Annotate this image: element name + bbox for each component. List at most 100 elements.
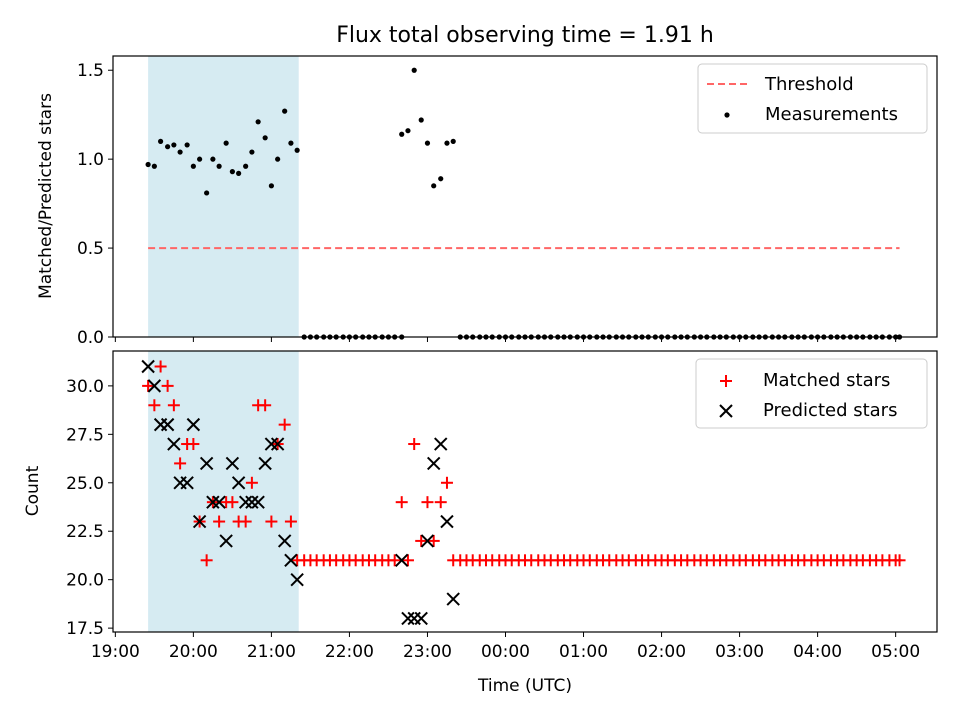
bottom-axes-frame: [112, 350, 938, 633]
measurement-point: [282, 108, 288, 114]
predicted-star-point: [395, 553, 409, 568]
bottom-x-ticks: 19:00 20:00 21:00 22:00 23:00 00:00 01:00 02:00…: [91, 632, 920, 662]
matched-star-point: [200, 554, 213, 567]
matched-star-point: [174, 457, 187, 470]
chart-title: Flux total observing time = 1.91 h: [336, 23, 714, 48]
matched-star-point: [226, 496, 239, 509]
predicted-stars-points: [141, 359, 460, 626]
predicted-star-point: [245, 495, 259, 509]
matched-star-point: [161, 379, 174, 392]
measurement-point: [243, 163, 249, 169]
measurement-point: [151, 163, 157, 169]
matched-star-point: [148, 399, 161, 412]
measurement-point: [145, 161, 151, 168]
predicted-star-point: [251, 495, 265, 509]
legend-matched-label: Matched stars: [763, 370, 890, 391]
measurement-point: [444, 140, 450, 146]
predicted-star-point: [219, 534, 233, 548]
measurement-point: [405, 128, 411, 134]
matched-star-point: [893, 554, 906, 567]
predicted-star-point: [258, 456, 272, 471]
x-tick-label: 22:00: [325, 642, 374, 662]
x-tick-label: 19:00: [91, 642, 140, 662]
legend-predicted-label: Predicted stars: [763, 400, 897, 421]
predicted-star-point: [199, 456, 214, 471]
bottom-y-tick-label: 17.5: [66, 619, 104, 639]
predicted-star-point: [206, 495, 220, 509]
measurement-point: [190, 163, 196, 169]
matched-star-point: [213, 515, 226, 528]
top-axes-frame: [112, 55, 938, 338]
predicted-star-point: [225, 456, 240, 471]
measurement-point: [249, 149, 255, 155]
x-tick-label: 20:00: [169, 642, 218, 662]
matched-star-point: [245, 476, 258, 489]
bottom-shaded-interval: [148, 351, 299, 632]
matched-star-point: [434, 496, 447, 509]
x-tick-label: 04:00: [793, 642, 842, 662]
matched-stars-points: [142, 360, 906, 567]
predicted-star-point: [141, 359, 155, 374]
measurement-point: [229, 169, 235, 175]
predicted-star-point: [284, 553, 298, 568]
bottom-y-tick-label: 30.0: [66, 377, 104, 397]
x-axis-label: Time (UTC): [477, 676, 572, 696]
top-shaded-interval: [148, 56, 299, 337]
bottom-legend: Matched stars Predicted stars: [695, 358, 928, 429]
top-legend: Threshold Measurements: [697, 63, 928, 134]
measurement-point: [450, 138, 456, 144]
x-tick-label: 21:00: [247, 642, 296, 662]
predicted-star-point: [434, 437, 448, 451]
measurement-point: [399, 131, 405, 137]
legend-threshold-label: Threshold: [764, 74, 854, 95]
measurement-point: [438, 176, 444, 182]
matched-star-point: [388, 554, 401, 567]
predicted-star-point: [160, 417, 175, 432]
measurement-point: [197, 156, 203, 162]
x-tick-label: 01:00: [559, 642, 608, 662]
measurement-point: [177, 149, 183, 155]
top-y-tick-label: 0.0: [77, 328, 104, 348]
measurement-point: [275, 156, 281, 162]
predicted-star-point: [426, 456, 441, 471]
matched-star-point: [167, 399, 180, 412]
legend-measurements-label: Measurements: [765, 104, 898, 125]
matched-star-point: [408, 438, 421, 451]
measurement-point: [184, 142, 190, 148]
top-y-tick-label: 1.5: [77, 61, 104, 81]
bottom-legend-box: [695, 358, 928, 429]
matched-star-point: [142, 379, 155, 392]
matched-star-point: [154, 360, 167, 373]
predicted-star-point: [277, 534, 292, 548]
measurement-point: [288, 140, 294, 146]
matched-star-point: [265, 515, 278, 528]
bottom-y-tick-label: 20.0: [66, 571, 104, 591]
predicted-star-point: [401, 611, 415, 626]
measurement-point: [157, 138, 164, 144]
predicted-star-point: [212, 495, 226, 509]
predicted-star-point: [446, 592, 460, 606]
top-y-tick-label: 1.0: [77, 150, 104, 170]
matched-star-point: [427, 534, 440, 547]
measurement-point: [204, 190, 210, 196]
predicted-star-point: [180, 476, 194, 490]
predicted-star-point: [270, 437, 285, 451]
predicted-star-point: [414, 611, 428, 626]
x-tick-label: 23:00: [403, 642, 452, 662]
predicted-star-point: [290, 572, 304, 587]
measurement-point: [294, 147, 300, 153]
predicted-star-point: [440, 514, 454, 529]
measurement-point: [171, 142, 177, 148]
predicted-star-point: [420, 534, 435, 548]
top-y-ticks: 0.0 0.5 1.0 1.5: [77, 61, 113, 348]
matched-star-point: [440, 476, 453, 489]
measurement-point: [255, 119, 261, 125]
matched-star-point: [395, 496, 408, 509]
measurement-point: [236, 170, 242, 176]
bottom-y-axis-label: Count: [23, 465, 43, 516]
x-tick-label: 03:00: [715, 642, 764, 662]
top-y-tick-label: 0.5: [77, 239, 104, 259]
matched-star-point: [239, 515, 252, 528]
matched-star-point: [187, 438, 200, 451]
bottom-y-tick-label: 22.5: [66, 522, 104, 542]
